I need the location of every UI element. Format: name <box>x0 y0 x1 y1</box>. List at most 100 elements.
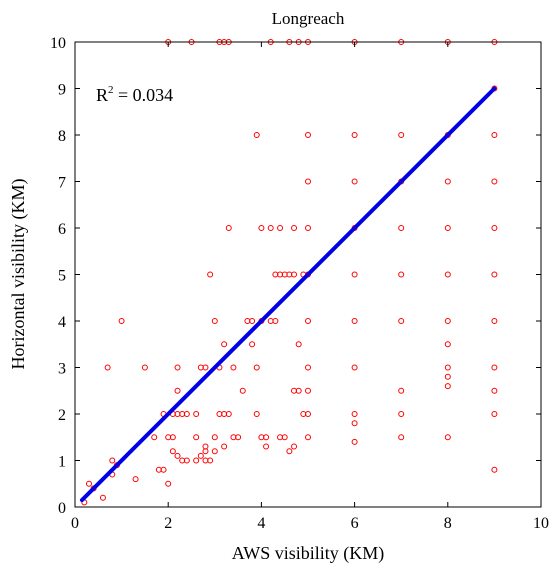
data-point <box>99 494 106 501</box>
x-axis-label: AWS visibility (KM) <box>232 543 385 564</box>
data-point <box>85 480 92 487</box>
data-point <box>491 318 498 324</box>
data-point <box>398 271 405 278</box>
data-point <box>291 225 298 231</box>
data-point <box>183 457 190 464</box>
y-tick-label: 9 <box>58 82 66 99</box>
data-point <box>305 132 311 138</box>
data-point <box>193 434 200 441</box>
data-point <box>225 411 232 417</box>
data-point <box>249 318 256 324</box>
data-point <box>305 225 311 231</box>
data-point <box>253 132 260 138</box>
data-point <box>183 411 190 417</box>
data-point <box>351 132 358 138</box>
data-point <box>281 434 288 441</box>
r-squared-symbol: R <box>96 85 108 105</box>
x-tick-label: 10 <box>533 515 549 532</box>
data-point <box>235 434 242 441</box>
data-point <box>305 434 311 441</box>
data-point <box>193 411 200 417</box>
data-point <box>221 443 228 450</box>
data-point <box>351 364 358 371</box>
data-point <box>398 411 405 417</box>
y-axis-label: Horizontal visibility (KM) <box>8 179 29 370</box>
data-point <box>444 434 451 441</box>
data-point <box>491 387 498 394</box>
data-point <box>351 271 358 278</box>
data-point <box>491 411 498 417</box>
data-point <box>351 318 358 324</box>
data-point <box>104 364 111 371</box>
data-point <box>225 225 232 231</box>
data-point <box>351 420 358 427</box>
data-point <box>444 318 451 324</box>
data-point <box>277 225 284 231</box>
data-point <box>211 434 218 441</box>
y-tick-label: 2 <box>58 407 66 424</box>
data-point <box>295 387 302 394</box>
data-point <box>141 364 148 371</box>
y-tick-label: 7 <box>58 175 66 192</box>
data-point <box>197 452 204 459</box>
data-point <box>398 225 405 231</box>
y-tick-label: 10 <box>50 35 66 52</box>
data-point <box>221 341 228 348</box>
data-point <box>398 387 405 394</box>
fit-line <box>79 86 497 503</box>
data-point <box>491 132 498 138</box>
data-point <box>249 341 256 348</box>
r-squared-annotation: R2 = 0.034 <box>96 84 173 105</box>
data-point <box>398 318 405 324</box>
data-point <box>258 225 265 231</box>
data-point <box>444 383 451 390</box>
data-point <box>169 448 176 455</box>
data-point <box>253 364 260 371</box>
axis-ticks: 0 2 4 6 8 10 0 1 2 3 4 5 6 7 8 9 10 <box>50 35 549 532</box>
data-point <box>305 387 311 394</box>
data-point <box>174 364 181 371</box>
data-point <box>202 443 209 450</box>
data-point <box>305 318 311 324</box>
y-tick-label: 1 <box>58 454 66 471</box>
data-point <box>207 457 214 464</box>
data-point <box>211 448 218 455</box>
data-point <box>230 364 237 371</box>
x-tick-label: 8 <box>444 515 452 532</box>
data-point <box>132 476 139 483</box>
data-point <box>444 364 451 371</box>
data-point <box>174 387 181 394</box>
chart-title: Longreach <box>272 9 345 28</box>
data-point <box>253 411 260 417</box>
data-point <box>491 225 498 231</box>
x-tick-label: 4 <box>257 515 265 532</box>
data-point <box>444 373 451 380</box>
plot-marks <box>79 39 498 506</box>
data-point <box>491 364 498 371</box>
data-point <box>491 466 498 473</box>
data-point <box>351 178 358 185</box>
data-point <box>444 271 451 278</box>
data-point <box>351 438 358 445</box>
data-point <box>444 341 451 348</box>
data-point <box>305 364 311 371</box>
data-point <box>444 225 451 231</box>
data-point <box>202 364 209 371</box>
data-point <box>151 434 158 441</box>
data-point <box>263 434 270 441</box>
data-point <box>109 457 116 464</box>
data-point <box>174 452 181 459</box>
data-point <box>118 318 125 324</box>
data-point <box>291 443 298 450</box>
data-point <box>291 271 298 278</box>
r-squared-value: = 0.034 <box>114 85 174 105</box>
data-point <box>305 178 311 185</box>
data-point <box>272 318 279 324</box>
y-tick-label: 6 <box>58 221 66 238</box>
data-point <box>491 178 498 185</box>
y-tick-label: 0 <box>58 500 66 517</box>
data-point <box>160 466 167 473</box>
data-point <box>267 225 274 231</box>
r-squared-exponent: 2 <box>108 84 114 96</box>
